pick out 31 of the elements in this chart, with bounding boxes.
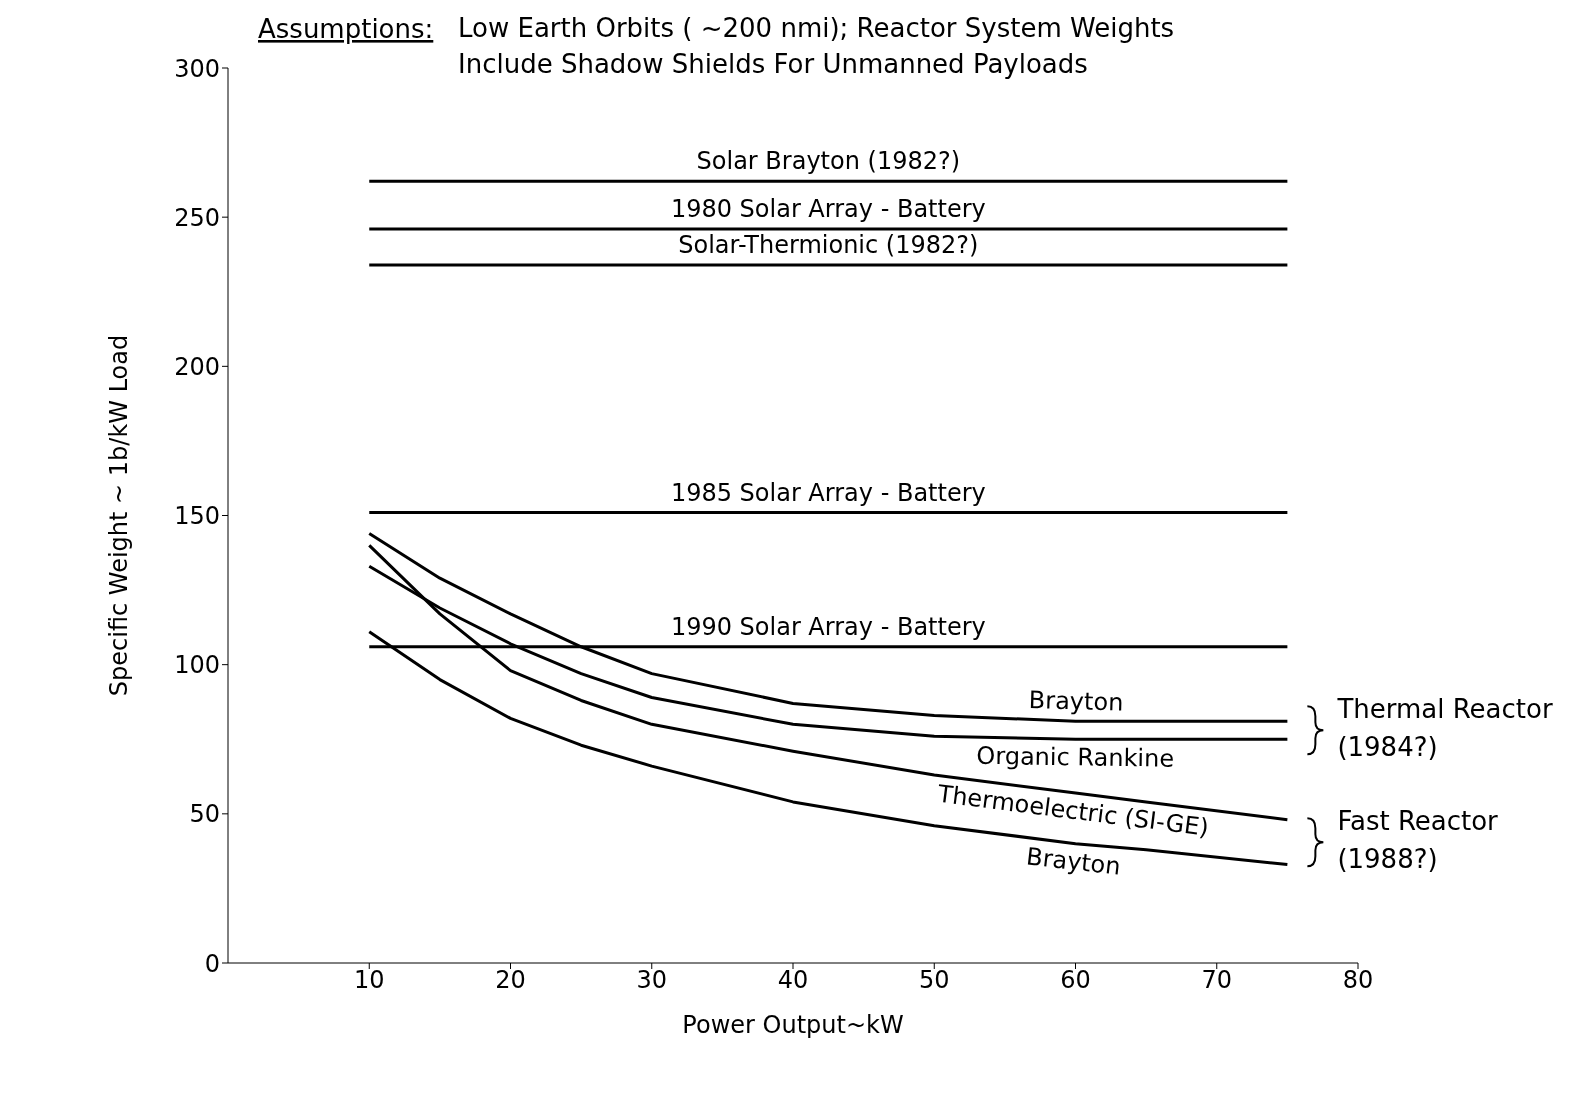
- text: Brayton: [1024, 842, 1123, 881]
- annotation: Fast Reactor (1988?): [1337, 805, 1499, 877]
- y-tick-label: 300: [174, 54, 220, 83]
- y-axis-title: Specific Weight ~ 1b/kW Load: [104, 334, 133, 697]
- x-tick-label: 30: [636, 966, 668, 995]
- x-tick-label: 10: [353, 966, 385, 995]
- x-axis-title: Power Output~kW: [682, 1011, 904, 1039]
- annotation: Thermal Reactor (1984?): [1337, 693, 1554, 765]
- series-label: Solar Brayton (1982?): [696, 147, 961, 176]
- x-tick-label: 40: [777, 966, 809, 995]
- chart-subtitle: Low Earth Orbits ( ~200 nmi); Reactor System Weights Include Shadow Shields For Unmanned Payloads: [458, 12, 1176, 81]
- x-tick-label: 60: [1060, 966, 1091, 995]
- y-tick-label: 100: [174, 651, 220, 680]
- x-tick-label: 50: [918, 966, 950, 995]
- series-label: Brayton: [1028, 686, 1124, 717]
- x-tick-label: 20: [495, 966, 526, 995]
- series-label: 1980 Solar Array - Battery: [670, 195, 986, 224]
- y-tick-label: 150: [174, 502, 220, 531]
- chart-title: Assumptions:: [258, 14, 434, 44]
- y-tick-label: 250: [174, 203, 220, 232]
- x-tick-label: 80: [1342, 966, 1374, 995]
- series-label: 1985 Solar Array - Battery: [670, 478, 986, 507]
- line-series: [367, 531, 1289, 723]
- series-label: Solar-Thermionic (1982?): [678, 230, 979, 259]
- text: Thermoelectric (SI-GE): [935, 779, 1211, 842]
- y-tick-label: 50: [189, 800, 220, 829]
- series-label: 1990 Solar Array - Battery: [670, 612, 986, 641]
- y-tick-label: 0: [204, 949, 220, 978]
- series-label: Organic Rankine: [976, 741, 1175, 773]
- y-tick-label: 200: [174, 352, 220, 381]
- x-tick-label: 70: [1201, 966, 1233, 995]
